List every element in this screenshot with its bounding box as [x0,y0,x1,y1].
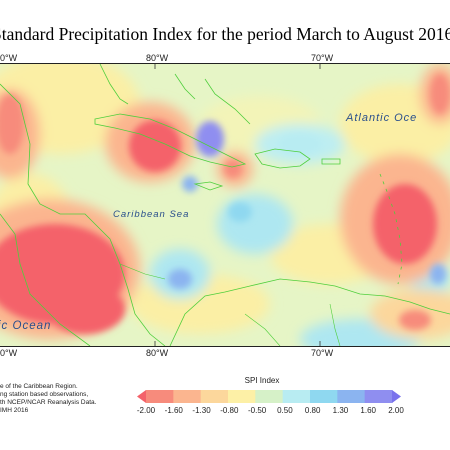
lesser-antilles [379,173,403,285]
legend-swatch-min [137,390,146,403]
legend-ticks: -2.00 -1.60 -1.30 -0.80 -0.50 0.50 0.80 1.30 1.6… [137,406,404,418]
legend-tick-label: 2.00 [388,406,404,415]
legend-swatch [282,390,311,403]
pacific-ocean-label: ic Ocean [0,320,52,332]
legend-tick-label: -2.00 [136,406,156,415]
legend-tick-label: -1.30 [192,406,211,415]
legend-tick-label: 0.50 [277,406,293,415]
source-note-line: e of the Caribbean Region. [0,383,78,390]
source-note-line: th NCEP/NCAR Reanalysis Data. [0,399,97,406]
legend-swatch [310,390,338,403]
florida-coast [99,64,129,105]
legend-tick-label: 0.80 [304,406,321,415]
legend-swatch [255,390,284,403]
legend-swatch [146,390,174,403]
legend-tick-label: -0.80 [220,406,239,415]
legend-title: SPI Index [244,376,280,385]
legend-swatch [200,390,229,403]
source-note-line: IMH 2016 [0,407,29,414]
legend-swatch [364,390,393,403]
bottom-lon-label-left: 0°W [0,348,18,358]
country-borders [119,263,341,346]
cuba-outline [94,113,247,168]
spi-map-canvas [0,64,450,346]
south-america-coast [169,278,450,346]
legend-colorbar [137,390,401,403]
source-note-line: ng station based observations, [0,391,89,398]
atlantic-ocean-label: Atlantic Oce [346,112,418,124]
bottom-lon-label-80w: 80°W [146,348,169,358]
caribbean-sea-label: Caribbean Sea [113,209,190,220]
legend-swatch [228,390,256,403]
puerto-rico-outline [321,158,341,165]
pacific-coast [0,213,91,346]
top-lon-label-70w: 70°W [311,53,334,63]
jamaica-outline [193,181,224,191]
legend-tick-label: -0.50 [247,406,267,415]
source-note: e of the Caribbean Region. ng station ba… [0,383,140,415]
spi-map: Atlantic Oce Caribbean Sea ic Ocean [0,63,450,347]
coastlines [0,64,450,346]
bottom-lon-label-70w: 70°W [311,348,334,358]
legend-swatch-max [392,390,401,403]
spi-field-core [0,74,450,334]
central-america-coast [0,83,166,346]
legend-tick-label: -1.60 [164,406,183,415]
hispaniola-outline [254,148,311,169]
top-lon-label-left: 0°W [0,53,18,63]
map-title: Standard Precipitation Index for the per… [0,24,450,44]
top-lon-label-80w: 80°W [146,53,169,63]
frame-ticks [154,64,321,346]
bahamas-outline [174,73,251,125]
legend-swatch [337,390,366,403]
legend-swatch [173,390,202,403]
legend-tick-label: 1.30 [332,406,349,415]
legend-tick-label: 1.60 [360,406,377,415]
